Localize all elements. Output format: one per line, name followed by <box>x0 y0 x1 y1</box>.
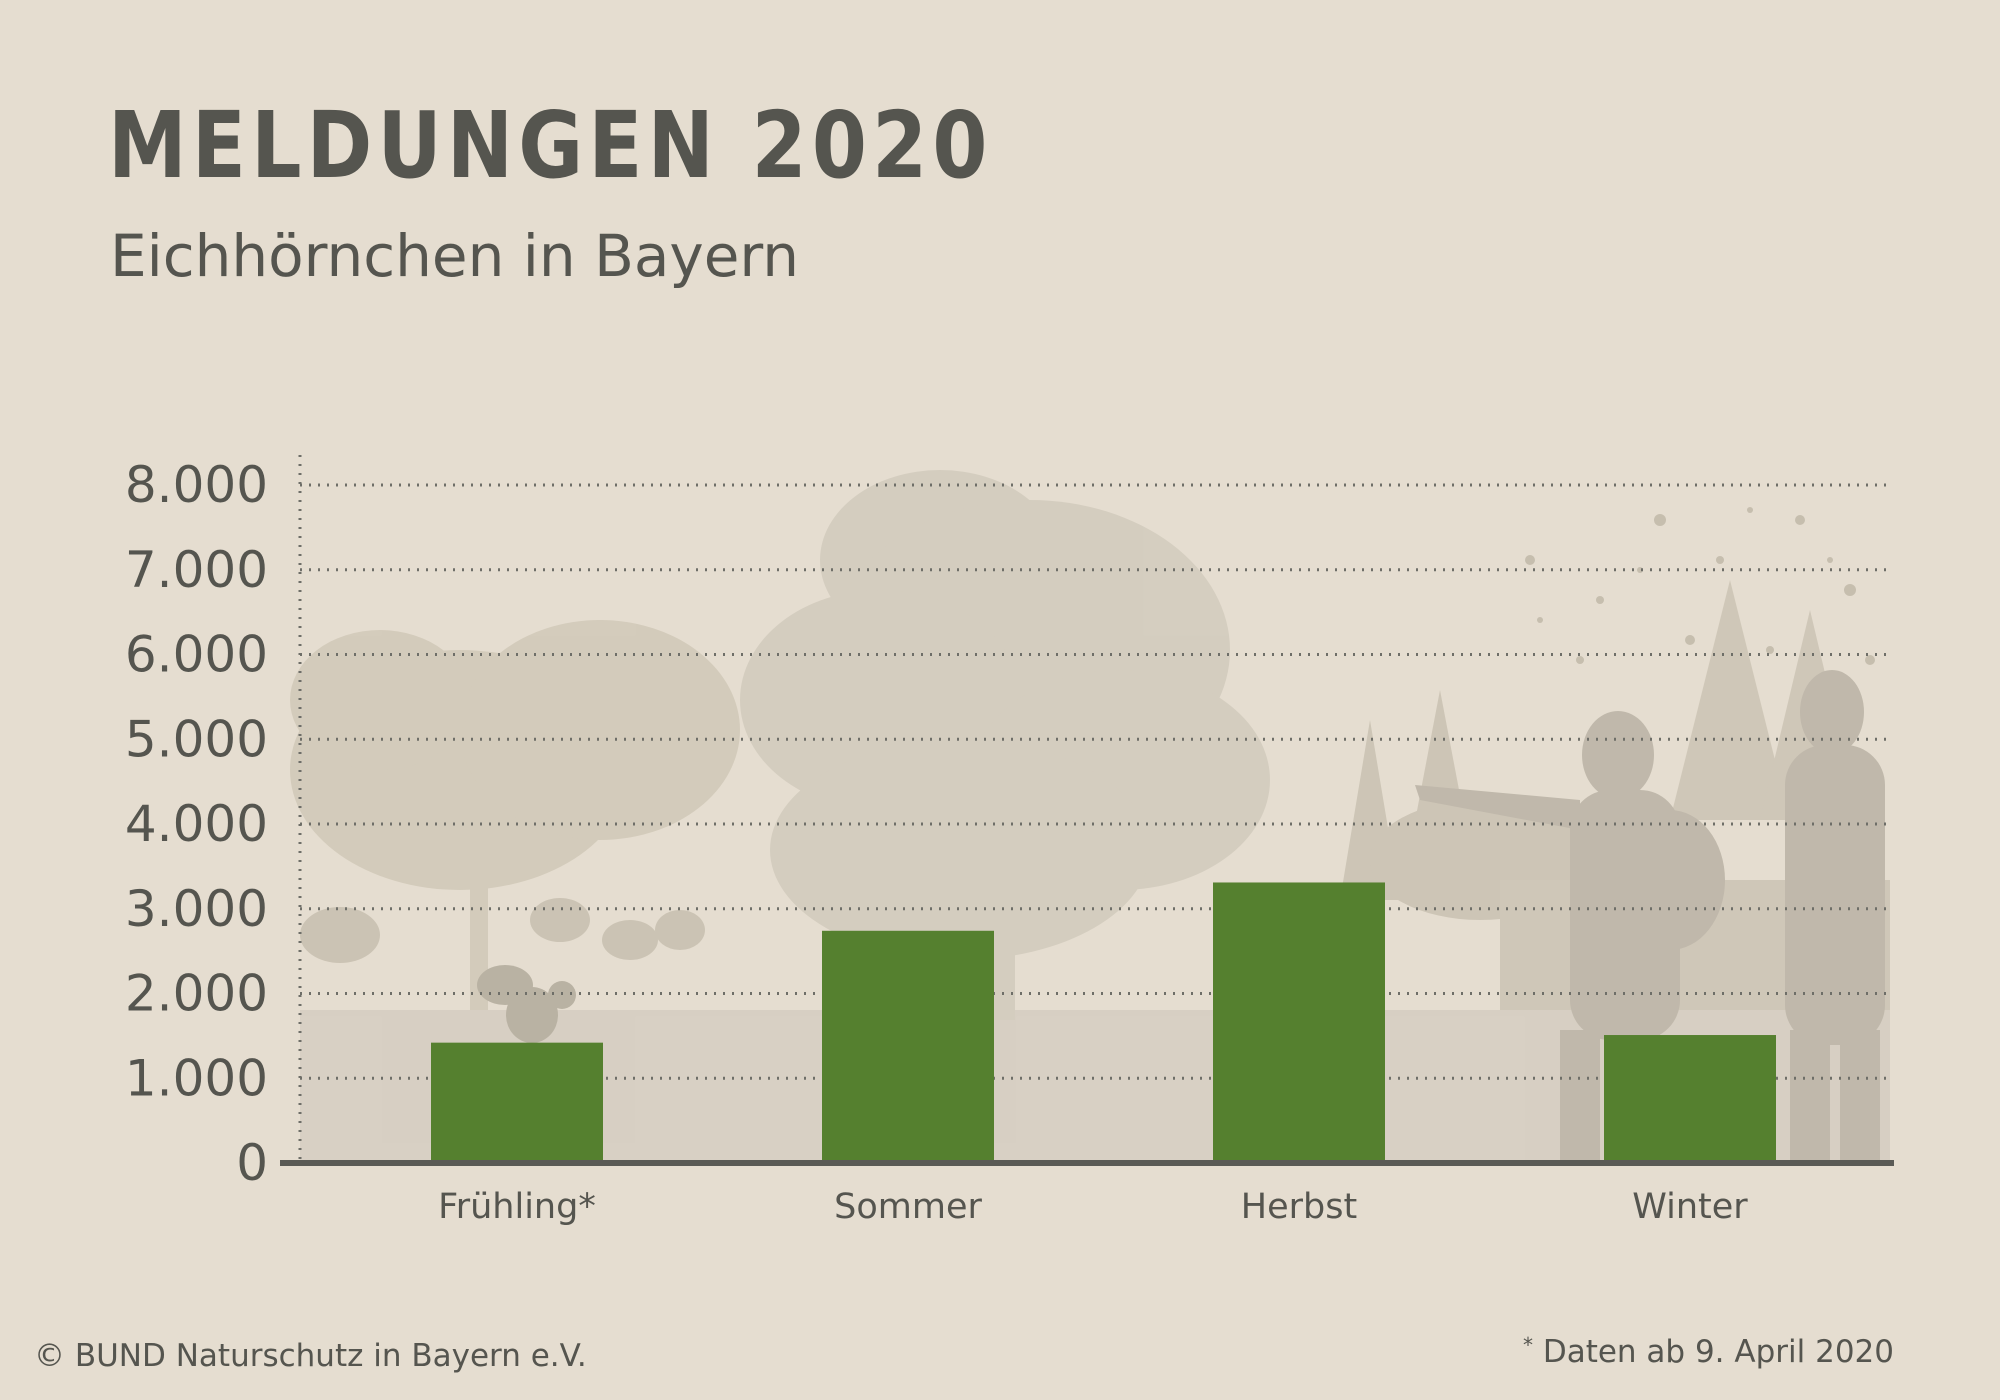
y-tick-label: 1.000 <box>125 1049 268 1107</box>
footnote-mark: * <box>1522 1333 1533 1357</box>
y-tick-label: 8.000 <box>125 456 268 514</box>
bar <box>1604 1035 1776 1163</box>
y-tick-label: 3.000 <box>125 880 268 938</box>
y-tick-label: 4.000 <box>125 795 268 853</box>
flowers-silhouette <box>300 898 705 963</box>
bar <box>431 1042 603 1163</box>
page-subtitle: Eichhörnchen in Bayern <box>110 222 800 290</box>
footnote-text: Daten ab 9. April 2020 <box>1532 1334 1894 1370</box>
summer-tree-silhouette <box>740 470 1270 1020</box>
copyright-note: © BUND Naturschutz in Bayern e.V. <box>34 1338 587 1374</box>
y-tick-labels: 0 1.000 2.000 3.000 4.000 5.000 6.000 7.000 8.00… <box>125 456 268 1192</box>
squirrel-silhouette <box>477 965 576 1043</box>
y-tick-label: 6.000 <box>125 626 268 684</box>
y-tick-label: 2.000 <box>125 965 268 1023</box>
people-silhouettes <box>1415 670 1885 1160</box>
bar <box>822 930 994 1163</box>
footnote: * Daten ab 9. April 2020 <box>1523 1333 1894 1370</box>
x-tick-labels: Frühling* Sommer Herbst Winter <box>438 1187 1748 1227</box>
bare-tree-silhouette <box>290 620 740 1010</box>
x-tick-label: Frühling* <box>438 1187 596 1227</box>
x-tick-label: Herbst <box>1241 1187 1357 1227</box>
snow-dots <box>1525 507 1875 665</box>
x-tick-label: Winter <box>1632 1187 1748 1227</box>
page-title: MELDUNGEN 2020 <box>108 92 993 199</box>
y-tick-label: 0 <box>236 1134 268 1192</box>
y-tick-label: 7.000 <box>125 541 268 599</box>
bars-group <box>431 882 1776 1163</box>
bar <box>1213 882 1385 1163</box>
x-tick-label: Sommer <box>834 1187 982 1227</box>
y-tick-label: 5.000 <box>125 710 268 768</box>
